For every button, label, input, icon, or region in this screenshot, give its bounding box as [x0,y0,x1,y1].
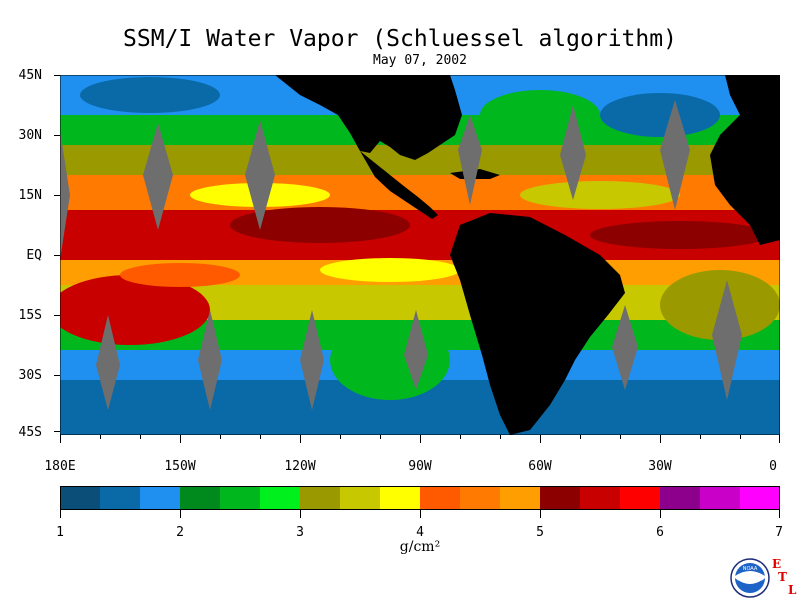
colorbar [60,486,780,510]
central-america-land [360,151,438,219]
map-title: SSM/I Water Vapor (Schluessel algorithm) [123,26,677,52]
colorbar-tick-label: 4 [416,525,424,540]
colorbar-swatch [420,486,461,510]
colorbar-swatch [260,486,301,510]
colorbar-swatch [380,486,421,510]
colorbar-swatch [140,486,181,510]
colorbar-swatch [540,486,581,510]
europe-africa-land [710,75,780,245]
colorbar-swatch [300,486,341,510]
colorbar-unit: g/cm² [399,539,441,555]
no-data-swaths [60,100,742,410]
colorbar-swatch [740,486,780,510]
lat-label: 15S [18,308,42,323]
colorbar-swatch [500,486,541,510]
colorbar-swatch [700,486,741,510]
colorbar-tick-label: 6 [656,525,664,540]
lon-label: 180E [44,459,76,474]
colorbar-tick-label: 1 [56,525,64,540]
etl-letter-e: E [772,557,782,571]
south-america-land [450,213,625,435]
lon-label: 150W [164,459,196,474]
colorbar-swatch [660,486,701,510]
lat-label: 30S [18,368,42,383]
lat-label: 45S [18,425,42,440]
north-america-land [275,75,462,160]
colorbar-swatch [460,486,501,510]
lon-label: 30W [648,459,672,474]
colorbar-swatch [100,486,141,510]
colorbar-swatch [620,486,661,510]
colorbar-swatch [340,486,381,510]
colorbar-tick-label: 5 [536,525,544,540]
lon-ticks [60,435,780,443]
lat-label: EQ [26,248,42,263]
noaa-logo-text: NOAA [743,566,758,572]
map-date: May 07, 2002 [373,53,467,68]
colorbar-tick-label: 3 [296,525,304,540]
colorbar-swatch [180,486,221,510]
lat-label: 30N [18,128,42,143]
water-vapor-map [60,75,780,435]
lon-label: 0 [769,459,777,474]
lon-label: 120W [284,459,316,474]
etl-letter-l: L [788,583,797,597]
colorbar-tick-label: 7 [775,525,783,540]
etl-letter-t: T [778,570,787,584]
colorbar-tick-label: 2 [176,525,184,540]
lat-label: 15N [18,188,42,203]
noaa-logo-icon: NOAA [730,558,770,598]
lat-label: 45N [18,68,42,83]
lat-ticks [54,75,60,435]
colorbar-swatch [220,486,261,510]
colorbar-swatch [60,486,101,510]
lon-label: 90W [408,459,432,474]
lon-label: 60W [528,459,552,474]
colorbar-swatch [580,486,621,510]
colorbar-ticks [60,510,780,518]
